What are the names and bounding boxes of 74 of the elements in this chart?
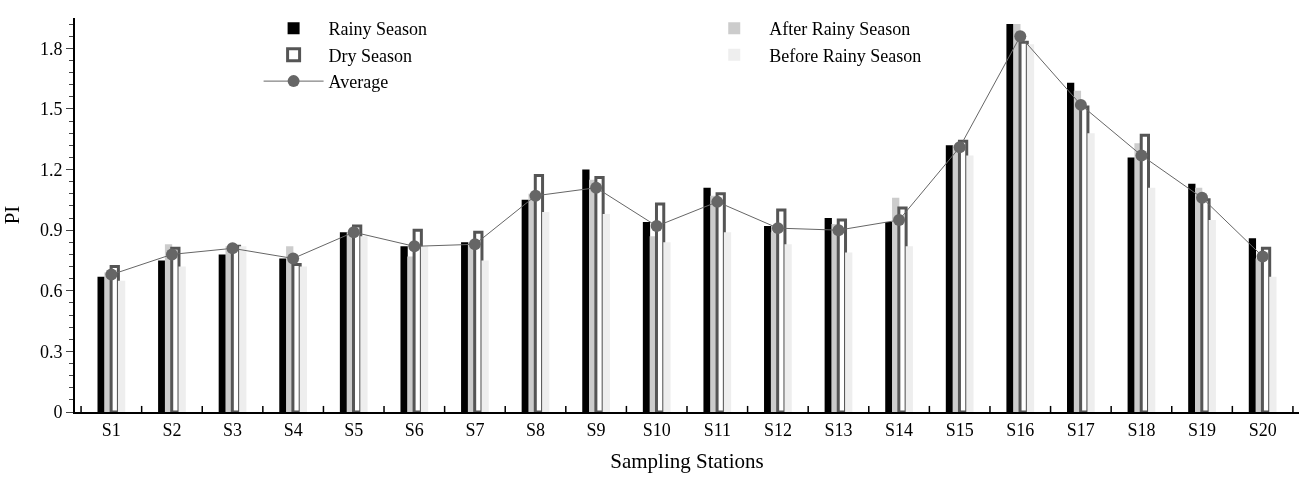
point bbox=[105, 268, 118, 281]
point bbox=[953, 141, 966, 154]
y-tick-label: 0.9 bbox=[39, 220, 63, 241]
x-tick-label: S19 bbox=[1188, 419, 1217, 440]
bar bbox=[602, 213, 610, 412]
bar bbox=[481, 260, 489, 412]
bar bbox=[542, 211, 550, 412]
point bbox=[287, 252, 300, 265]
bar bbox=[420, 246, 429, 412]
y-axis-title: PI bbox=[0, 205, 24, 225]
bar bbox=[239, 246, 247, 412]
x-tick-label: S3 bbox=[223, 419, 243, 440]
x-tick-label: S2 bbox=[162, 419, 182, 440]
bar bbox=[360, 236, 368, 412]
x-tick-label: S11 bbox=[703, 419, 731, 440]
x-tick-label: S8 bbox=[526, 419, 546, 440]
x-tick-label: S13 bbox=[824, 419, 853, 440]
point bbox=[347, 226, 360, 239]
point bbox=[893, 214, 906, 227]
x-tick-label: S16 bbox=[1006, 419, 1035, 440]
point bbox=[226, 242, 239, 255]
bar bbox=[1087, 133, 1095, 412]
legend-label: Rainy Season bbox=[328, 19, 428, 40]
point bbox=[408, 240, 421, 253]
x-tick-label: S20 bbox=[1248, 419, 1277, 440]
point bbox=[165, 248, 178, 261]
bar bbox=[845, 252, 853, 412]
legend-label: After Rainy Season bbox=[769, 19, 911, 40]
point bbox=[711, 195, 724, 208]
point bbox=[1074, 98, 1087, 111]
bar bbox=[1026, 44, 1035, 412]
bar bbox=[117, 280, 126, 412]
bar bbox=[1269, 276, 1277, 412]
x-tick-label: S4 bbox=[283, 419, 303, 440]
point bbox=[832, 224, 845, 237]
x-tick-label: S17 bbox=[1066, 419, 1095, 440]
x-tick-label: S5 bbox=[344, 419, 364, 440]
x-tick-label: S15 bbox=[945, 419, 974, 440]
legend-label: Average bbox=[328, 72, 389, 93]
x-tick-label: S14 bbox=[885, 419, 914, 440]
x-tick-label: S9 bbox=[586, 419, 606, 440]
bar bbox=[1208, 220, 1216, 412]
y-tick-label: 1.2 bbox=[39, 159, 63, 180]
bar bbox=[299, 266, 307, 412]
legend-label: Before Rainy Season bbox=[769, 45, 922, 66]
bar bbox=[663, 242, 671, 412]
x-tick-label: S1 bbox=[101, 419, 121, 440]
point bbox=[650, 220, 663, 233]
bar bbox=[966, 155, 974, 412]
x-tick-label: S7 bbox=[465, 419, 485, 440]
point bbox=[1256, 250, 1269, 263]
y-tick-label: 0.3 bbox=[39, 341, 63, 362]
bar bbox=[723, 232, 732, 412]
x-tick-label: S12 bbox=[763, 419, 792, 440]
point bbox=[1196, 191, 1209, 204]
bar bbox=[178, 266, 186, 412]
bar bbox=[905, 246, 913, 412]
y-tick-label: 0 bbox=[53, 402, 63, 423]
legend-label: Dry Season bbox=[328, 45, 413, 66]
point bbox=[1135, 149, 1148, 162]
x-axis-title: Sampling Stations bbox=[610, 449, 764, 474]
point bbox=[468, 238, 481, 251]
y-tick-label: 1.8 bbox=[39, 38, 63, 59]
x-tick-label: S6 bbox=[404, 419, 424, 440]
y-tick-label: 0.6 bbox=[39, 281, 63, 302]
bar bbox=[1148, 187, 1156, 412]
x-tick-label: S18 bbox=[1127, 419, 1156, 440]
y-tick-label: 1.5 bbox=[39, 99, 63, 120]
x-tick-label: S10 bbox=[642, 419, 671, 440]
point bbox=[1014, 30, 1027, 43]
point bbox=[529, 189, 542, 202]
point bbox=[590, 181, 603, 194]
point bbox=[771, 222, 784, 235]
bar bbox=[784, 244, 792, 412]
